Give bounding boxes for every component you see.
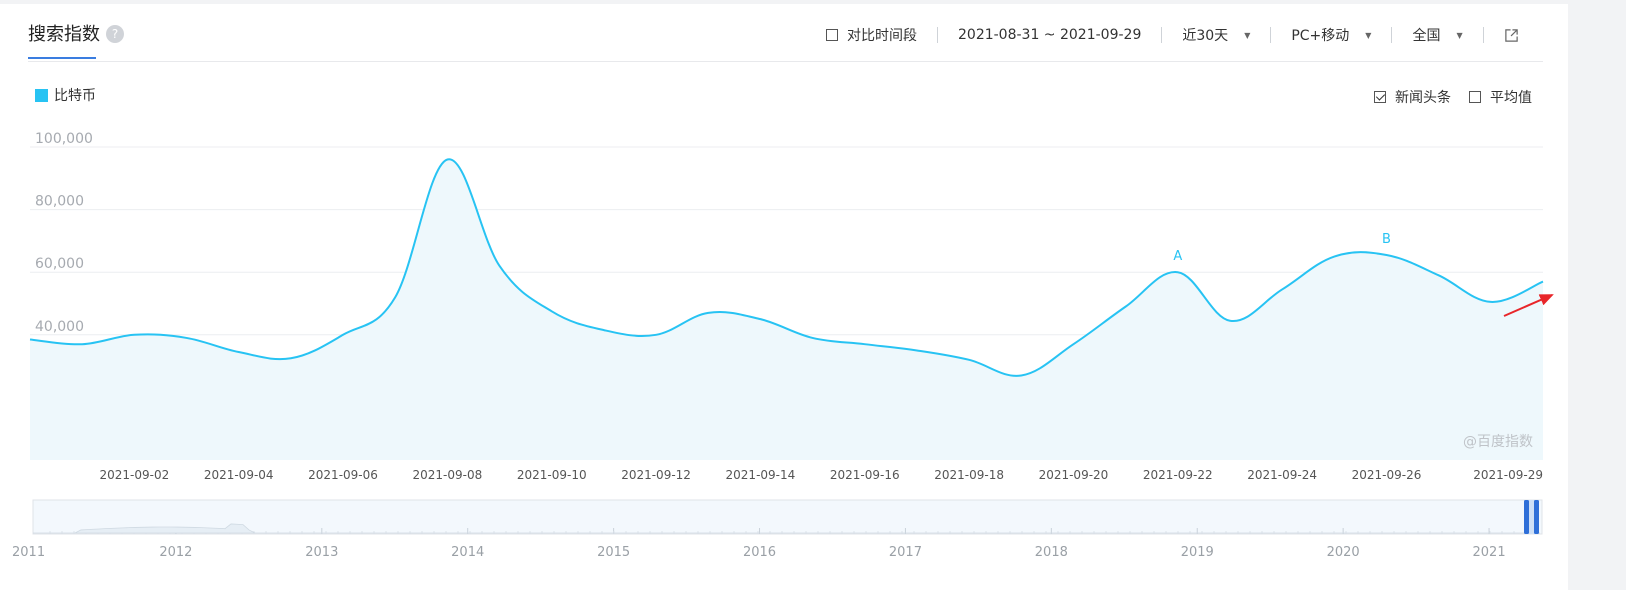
navigator-year-label: 2015 (597, 545, 630, 560)
news-checkbox-icon[interactable] (1374, 91, 1386, 103)
caret-down-icon: ▼ (1244, 30, 1251, 40)
period-dropdown[interactable]: 近30天 ▼ (1182, 25, 1250, 45)
navigator-year-label: 2019 (1181, 545, 1214, 560)
compare-period-toggle[interactable]: 对比时间段 (826, 25, 917, 45)
toolbar-separator (1161, 27, 1163, 43)
navigator-year-label: 2011 (12, 545, 45, 560)
red-arrow-annotation (1503, 294, 1554, 317)
navigator-mini-series (33, 523, 1540, 534)
title-area: 搜索指数? (28, 20, 124, 61)
page-title: 搜索指数 (28, 24, 100, 45)
average-checkbox-icon[interactable] (1469, 91, 1481, 103)
x-tick-label: 2021-09-02 (99, 468, 169, 482)
date-range-picker[interactable]: 2021-08-31 ~ 2021-09-29 (958, 27, 1141, 43)
compare-label: 对比时间段 (847, 28, 917, 44)
x-tick-label: 2021-09-18 (934, 468, 1004, 482)
navigator-year-label: 2017 (889, 545, 922, 560)
x-tick-label: 2021-09-04 (204, 468, 274, 482)
x-tick-label: 2021-09-20 (1039, 468, 1109, 482)
average-label: 平均值 (1490, 90, 1532, 106)
x-tick-label: 2021-09-29 (1473, 468, 1543, 482)
average-toggle[interactable]: 平均值 (1469, 87, 1532, 107)
caret-down-icon: ▼ (1456, 30, 1463, 40)
header-divider (28, 61, 1543, 62)
date-range-text: 2021-08-31 ~ 2021-09-29 (958, 27, 1142, 43)
navigator-handle-left[interactable] (1524, 500, 1529, 534)
news-annotations[interactable]: AB (1173, 232, 1391, 264)
navigator-year-label: 2021 (1473, 545, 1506, 560)
y-tick-label: 60,000 (35, 256, 84, 272)
y-tick-label: 80,000 (35, 194, 84, 210)
news-annotation-marker[interactable]: B (1382, 232, 1391, 247)
legend-label: 比特币 (54, 88, 96, 104)
watermark: @百度指数 (1463, 434, 1533, 450)
x-tick-label: 2021-09-16 (830, 468, 900, 482)
navigator-year-labels: 2011 2012 2013 2014 2015 2016 2017 2018 2019 2020… (12, 545, 1506, 560)
navigator-year-label: 2014 (451, 545, 484, 560)
navigator-year-label: 2013 (305, 545, 338, 560)
toolbar: 对比时间段 2021-08-31 ~ 2021-09-29 近30天 ▼ PC+… (826, 22, 1519, 48)
device-dropdown[interactable]: PC+移动 ▼ (1291, 25, 1371, 45)
help-icon[interactable]: ? (106, 25, 124, 43)
navigator-track[interactable] (32, 499, 1543, 535)
news-label: 新闻头条 (1395, 90, 1451, 106)
x-tick-label: 2021-09-26 (1352, 468, 1422, 482)
navigator-year-label: 2020 (1327, 545, 1360, 560)
x-tick-label: 2021-09-22 (1143, 468, 1213, 482)
period-text: 近30天 (1182, 28, 1229, 44)
legend-swatch (35, 88, 48, 102)
series-line[interactable] (29, 158, 1544, 377)
share-button[interactable] (1504, 28, 1519, 43)
y-tick-label: 40,000 (35, 319, 84, 335)
title-tab-indicator (28, 57, 96, 59)
navigator-handle-right[interactable] (1534, 500, 1539, 534)
navigator-year-label: 2016 (743, 545, 776, 560)
x-tick-label: 2021-09-24 (1247, 468, 1317, 482)
y-tick-label: 100,000 (35, 131, 93, 147)
caret-down-icon: ▼ (1365, 30, 1372, 40)
toolbar-separator (1270, 27, 1272, 43)
series-area-fill (30, 159, 1543, 460)
device-text: PC+移动 (1291, 28, 1350, 44)
news-headline-toggle[interactable]: 新闻头条 (1374, 87, 1451, 107)
external-link-icon (1504, 28, 1518, 42)
x-tick-label: 2021-09-08 (413, 468, 483, 482)
toolbar-separator (1482, 27, 1484, 43)
news-annotation-marker[interactable]: A (1173, 249, 1182, 264)
region-text: 全国 (1412, 28, 1441, 44)
x-tick-label: 2021-09-06 (308, 468, 378, 482)
x-tick-label: 2021-09-14 (726, 468, 796, 482)
compare-checkbox-icon[interactable] (826, 29, 838, 41)
toolbar-separator (1391, 27, 1393, 43)
toolbar-separator (937, 27, 938, 43)
x-tick-label: 2021-09-12 (621, 468, 691, 482)
navigator-year-label: 2018 (1035, 545, 1068, 560)
chart-options: 新闻头条 平均值 (1374, 87, 1532, 107)
x-tick-label: 2021-09-10 (517, 468, 587, 482)
chart-legend[interactable]: 比特币 (35, 85, 96, 105)
x-axis-ticks: 2021-09-02 2021-09-04 2021-09-06 2021-09-08… (99, 468, 1543, 482)
navigator-year-label: 2012 (159, 545, 192, 560)
region-dropdown[interactable]: 全国 ▼ (1412, 25, 1462, 45)
